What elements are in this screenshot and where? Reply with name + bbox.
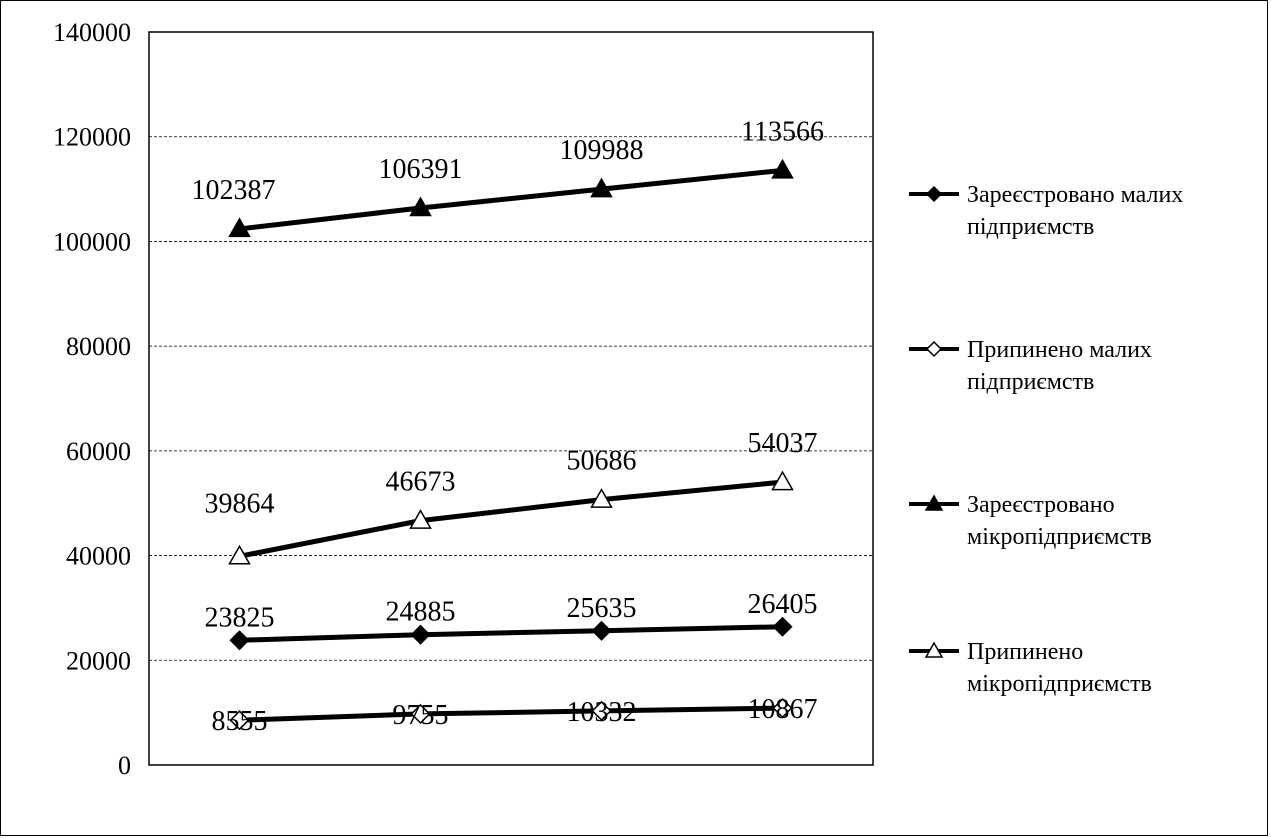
data-point [590, 488, 613, 508]
data-point [409, 196, 432, 217]
data-point [591, 620, 612, 641]
data-point [772, 698, 793, 719]
data-point [410, 624, 431, 645]
data-point [772, 616, 793, 637]
legend-marker [924, 494, 944, 511]
y-tick-label: 0 [118, 751, 131, 780]
y-tick-label: 40000 [66, 542, 131, 571]
data-label: 109988 [560, 135, 644, 166]
data-point [771, 158, 794, 179]
legend-label: Зареєстровано [967, 492, 1115, 518]
series-line [239, 479, 783, 559]
data-point [409, 509, 432, 529]
y-tick-label: 20000 [66, 646, 131, 675]
y-tick-label: 100000 [53, 227, 131, 256]
data-label: 54037 [748, 428, 818, 459]
y-tick-label: 60000 [66, 437, 131, 466]
data-label: 24885 [386, 597, 456, 628]
data-label: 10332 [567, 697, 637, 728]
y-tick-label: 120000 [53, 123, 131, 152]
legend-label: мікропідприємств [967, 671, 1152, 697]
legend-label: підприємств [967, 214, 1094, 240]
data-label: 25635 [567, 593, 637, 624]
legend-marker [925, 340, 943, 358]
data-label: 50686 [567, 446, 637, 477]
data-point [771, 470, 794, 491]
data-label: 39864 [205, 488, 275, 519]
data-point [229, 710, 250, 731]
data-label: 23825 [205, 602, 275, 633]
legend-label: підприємств [967, 369, 1094, 395]
data-label: 9755 [393, 700, 449, 731]
legend-label: Припинено малих [967, 337, 1152, 363]
data-label: 106391 [379, 154, 463, 185]
data-label: 46673 [386, 467, 456, 498]
series-line [239, 167, 783, 232]
data-label: 10867 [748, 694, 818, 725]
plot-area [148, 31, 874, 766]
data-point [590, 177, 613, 198]
data-label: 113566 [741, 116, 824, 147]
legend-label: Зареєстровано малих [967, 182, 1183, 208]
legend-label: Припинено [967, 639, 1083, 665]
legend-label: мікропідприємств [967, 524, 1152, 550]
data-point [591, 700, 612, 721]
data-label: 26405 [748, 589, 818, 620]
data-point [228, 544, 251, 565]
legend-marker [925, 185, 943, 203]
y-tick-label: 140000 [53, 18, 131, 47]
data-point [229, 630, 250, 651]
series-line [239, 705, 783, 723]
data-point [228, 217, 251, 238]
series-line [239, 624, 783, 643]
data-point [410, 703, 431, 724]
legend-marker [924, 641, 944, 658]
data-label: 102387 [192, 175, 276, 206]
data-label: 8555 [212, 706, 268, 737]
y-tick-label: 80000 [66, 332, 131, 361]
